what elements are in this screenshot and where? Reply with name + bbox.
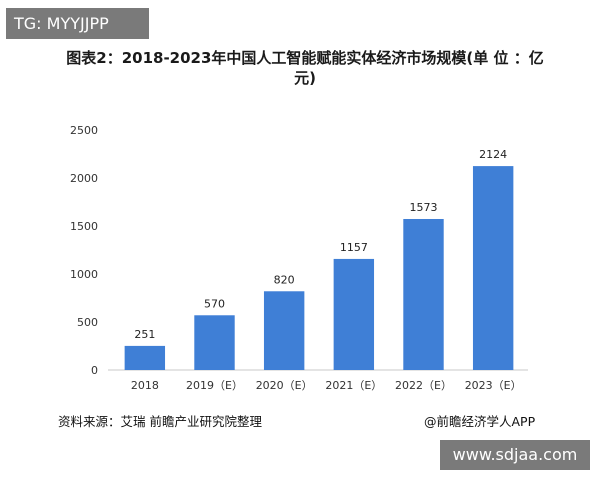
y-tick-label: 2500 bbox=[70, 124, 98, 137]
x-tick-label: 2018 bbox=[131, 379, 159, 392]
bar-data-label: 1573 bbox=[410, 201, 438, 214]
y-axis-ticks: 0 500 1000 1500 2000 2500 bbox=[70, 124, 98, 377]
bar-data-label: 820 bbox=[274, 273, 295, 286]
y-tick-label: 0 bbox=[91, 364, 98, 377]
y-tick-label: 2000 bbox=[70, 172, 98, 185]
site-watermark-badge: www.sdjaa.com bbox=[440, 440, 590, 470]
data-labels: 251 570 820 1157 1573 2124 bbox=[134, 148, 507, 341]
x-tick-label: 2022（E） bbox=[395, 379, 452, 392]
y-tick-label: 1000 bbox=[70, 268, 98, 281]
chart-title: 图表2：2018-2023年中国人工智能赋能实体经济市场规模(单 位 ：亿元) bbox=[66, 49, 544, 87]
x-tick-label: 2021（E） bbox=[325, 379, 382, 392]
credit-note: @前瞻经济学人APP bbox=[424, 414, 536, 429]
bar-data-label: 2124 bbox=[479, 148, 507, 161]
bar bbox=[194, 315, 235, 370]
bar-data-label: 251 bbox=[134, 328, 155, 341]
x-tick-label: 2023（E） bbox=[465, 379, 522, 392]
bar bbox=[333, 258, 375, 370]
bar-data-label: 1157 bbox=[340, 241, 368, 254]
y-tick-label: 500 bbox=[77, 316, 98, 329]
x-tick-label: 2020（E） bbox=[256, 379, 313, 392]
bar-series bbox=[124, 166, 514, 370]
source-note: 资料来源：艾瑞 前瞻产业研究院整理 bbox=[58, 414, 262, 429]
y-tick-label: 1500 bbox=[70, 220, 98, 233]
bar bbox=[403, 218, 444, 370]
telegram-watermark-badge: TG: MYYJJPP bbox=[6, 8, 149, 39]
bar bbox=[124, 345, 166, 370]
x-tick-label: 2019（E） bbox=[186, 379, 243, 392]
x-axis-ticks: 2018 2019（E） 2020（E） 2021（E） 2022（E） 2023（E） bbox=[131, 379, 522, 392]
bar bbox=[472, 166, 514, 370]
bar bbox=[263, 291, 305, 370]
bar-data-label: 570 bbox=[204, 297, 225, 310]
